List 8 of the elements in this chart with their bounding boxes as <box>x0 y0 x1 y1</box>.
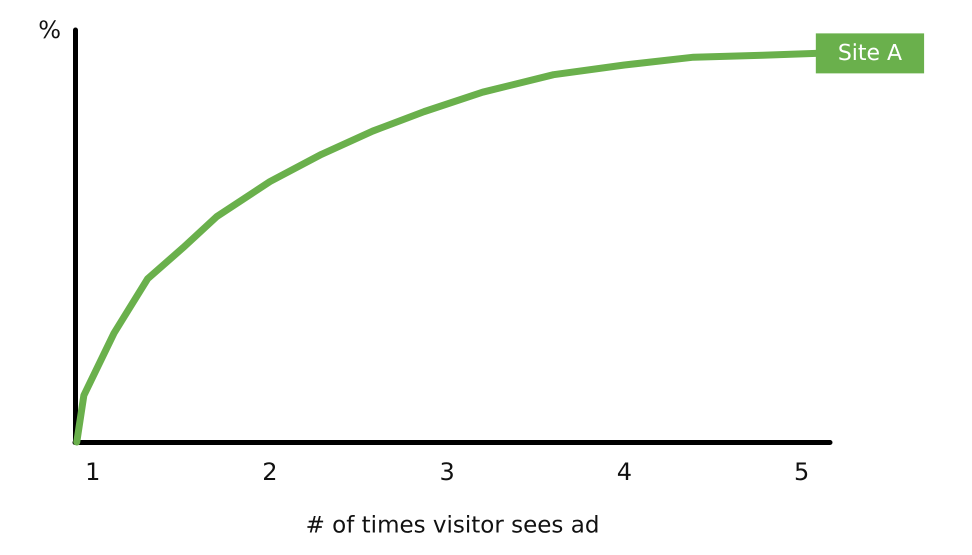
x-axis-title: # of times visitor sees ad <box>306 512 600 538</box>
x-tick-label: 4 <box>616 458 632 486</box>
series-label: Site A <box>838 40 902 66</box>
x-tick-label: 5 <box>794 458 810 486</box>
x-tick-label: 3 <box>440 458 455 486</box>
x-tick-label: 2 <box>262 458 278 486</box>
x-tick-label: 1 <box>85 458 100 486</box>
y-axis-title: % <box>38 16 61 44</box>
